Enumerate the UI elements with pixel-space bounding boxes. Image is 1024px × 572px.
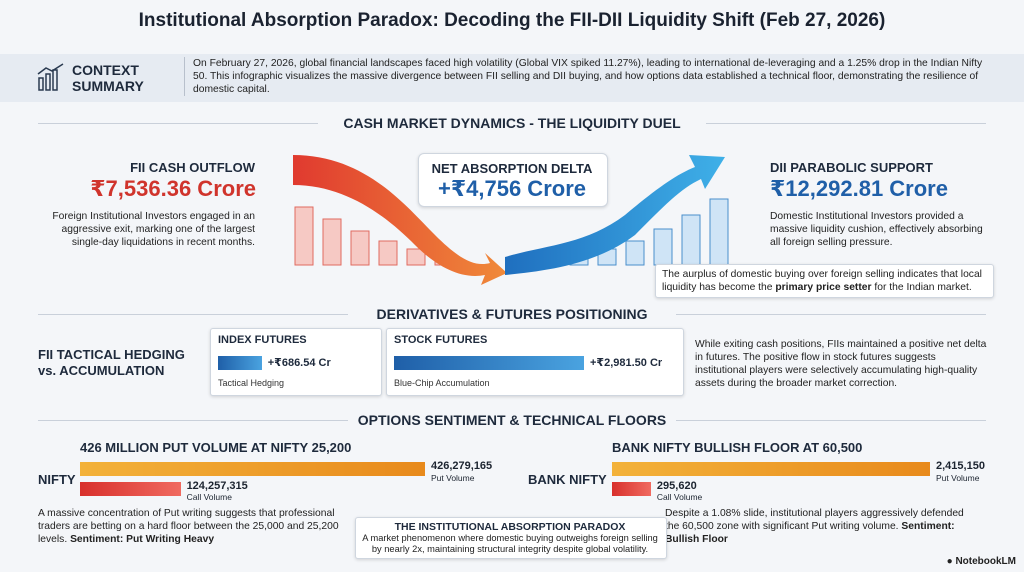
put-bar [80,462,425,476]
dii-amount: ₹12,292.81 Crore [770,176,948,201]
divider [38,314,348,315]
context-band [0,54,1024,102]
call-caption: Call Volume [186,492,232,502]
call-caption: Call Volume [656,492,703,502]
put-value: 426,279,165 [431,460,493,472]
derivatives-description: While exiting cash positions, FIIs maint… [695,339,987,389]
divider [676,314,986,315]
nifty-label: NIFTY [38,472,76,487]
note-emphasis: primary price setter [775,282,872,293]
nifty-sentiment: Sentiment: Put Writing Heavy [70,534,215,545]
section-heading: CASH MARKET DYNAMICS - THE LIQUIDITY DUE… [343,115,681,131]
dii-description: Domestic Institutional Investors provide… [770,211,983,248]
context-text: On February 27, 2026, global financial l… [184,57,993,96]
hedging-label: FII TACTICAL HEDGING vs. ACCUMULATION [38,347,185,378]
section-heading: DERIVATIVES & FUTURES POSITIONING [376,306,648,322]
footer: ● NotebookLM [946,556,1016,567]
page-title: Institutional Absorption Paradox: Decodi… [138,10,886,31]
stock-futures-title: STOCK FUTURES [394,334,488,346]
bank-nifty-label: BANK NIFTY [528,472,607,487]
call-bar [612,482,651,496]
fii-label: FII CASH OUTFLOW [130,160,255,175]
note-text: The aurplus of domestic buying over fore… [662,269,982,293]
bank-nifty-description: Despite a 1.08% slide, institutional pla… [665,507,965,546]
net-box [418,153,608,207]
futures-bar [394,356,584,370]
divider [706,123,986,124]
paradox-text: A market phenomenon where domestic buyin… [362,533,658,554]
put-caption: Put Volume [431,473,475,483]
put-bar [612,462,930,476]
call-value: 295,620 [656,480,697,492]
index-futures-title: INDEX FUTURES [218,334,307,346]
net-label: NET ABSORPTION DELTA [431,161,593,176]
bar-area: +₹2,981.50 Cr [394,354,680,372]
bank-nifty-text: Despite a 1.08% slide, institutional pla… [665,508,964,532]
nifty-headline: 426 MILLION PUT VOLUME AT NIFTY 25,200 [80,440,352,455]
paradox-title: THE INSTITUTIONAL ABSORPTION PARADOX [394,521,626,533]
note-box: The aurplus of domestic buying over fore… [655,264,994,298]
divider [38,420,348,421]
note-text: for the Indian market. [874,282,972,293]
call-bar [80,482,181,496]
divider [38,123,318,124]
call-value: 124,257,315 [186,480,248,492]
stock-futures-caption: Blue-Chip Accumulation [394,378,490,388]
section-heading: OPTIONS SENTIMENT & TECHNICAL FLOORS [357,412,667,428]
paradox-box [355,517,667,559]
futures-value: +₹2,981.50 Cr [590,357,663,369]
dii-label: DII PARABOLIC SUPPORT [770,160,933,175]
bar-area: 2,415,150 Put Volume 295,620 Call Volume [612,460,992,502]
context-heading: CONTEXT SUMMARY [72,62,144,94]
put-caption: Put Volume [936,473,980,483]
nifty-description: A massive concentration of Put writing s… [38,507,368,546]
divider [676,420,986,421]
bank-nifty-sentiment: Sentiment: Bullish Floor [665,521,955,545]
fii-description: Foreign Institutional Investors engaged … [52,211,255,248]
liquidity-graphic [293,155,729,285]
index-futures-caption: Tactical Hedging [218,378,285,388]
nifty-text: A massive concentration of Put writing s… [38,508,339,545]
net-amount: +₹4,756 Crore [437,176,586,201]
bank-nifty-headline: BANK NIFTY BULLISH FLOOR AT 60,500 [612,440,863,455]
footer-brand: NotebookLM [955,556,1016,567]
futures-bar [218,356,262,370]
context-icon [37,63,64,91]
bar-area: 426,279,165 Put Volume 124,257,315 Call Vol… [80,460,520,502]
futures-value: +₹686.54 Cr [267,357,331,369]
put-value: 2,415,150 [936,460,985,472]
bar-area: +₹686.54 Cr [218,354,378,372]
fii-amount: ₹7,536.36 Crore [90,176,256,201]
